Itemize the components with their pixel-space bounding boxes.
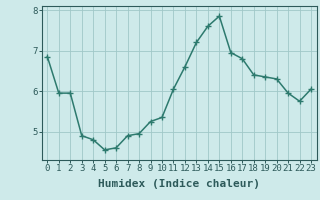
X-axis label: Humidex (Indice chaleur): Humidex (Indice chaleur) <box>98 179 260 189</box>
